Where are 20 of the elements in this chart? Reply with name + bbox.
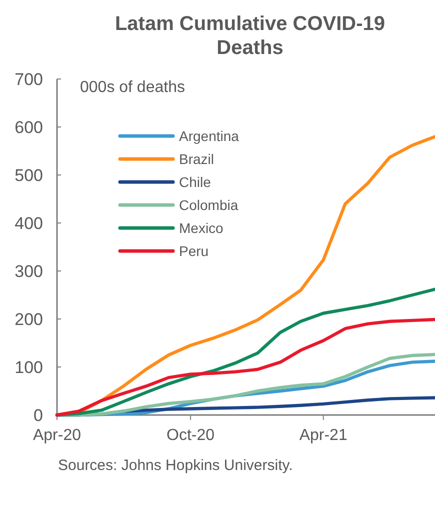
source-note: Sources: Johns Hopkins University. [58, 457, 293, 474]
y-tick-label: 500 [14, 166, 43, 185]
x-tick-label: Apr-21 [299, 427, 348, 444]
y-axis-title: 000s of deaths [80, 79, 185, 96]
y-tick-label: 0 [34, 406, 43, 425]
legend-label: Mexico [179, 220, 224, 236]
y-tick-label: 700 [14, 70, 43, 89]
legend-label: Peru [179, 242, 209, 259]
legend-label: Argentina [179, 128, 240, 144]
legend-label: Chile [179, 174, 212, 190]
x-tick-label: Oct-20 [166, 427, 215, 444]
y-tick-label: 100 [14, 358, 43, 377]
x-tick-label: Apr-20 [32, 427, 82, 444]
legend-label: Colombia [179, 196, 238, 213]
y-tick-label: 200 [14, 310, 43, 329]
y-tick-label: 400 [14, 214, 43, 233]
y-tick-label: 600 [14, 118, 43, 137]
y-tick-label: 300 [14, 262, 43, 281]
chart-title: Latam Cumulative COVID-19 Deaths [114, 13, 386, 59]
legend-label: Brazil [179, 150, 214, 167]
